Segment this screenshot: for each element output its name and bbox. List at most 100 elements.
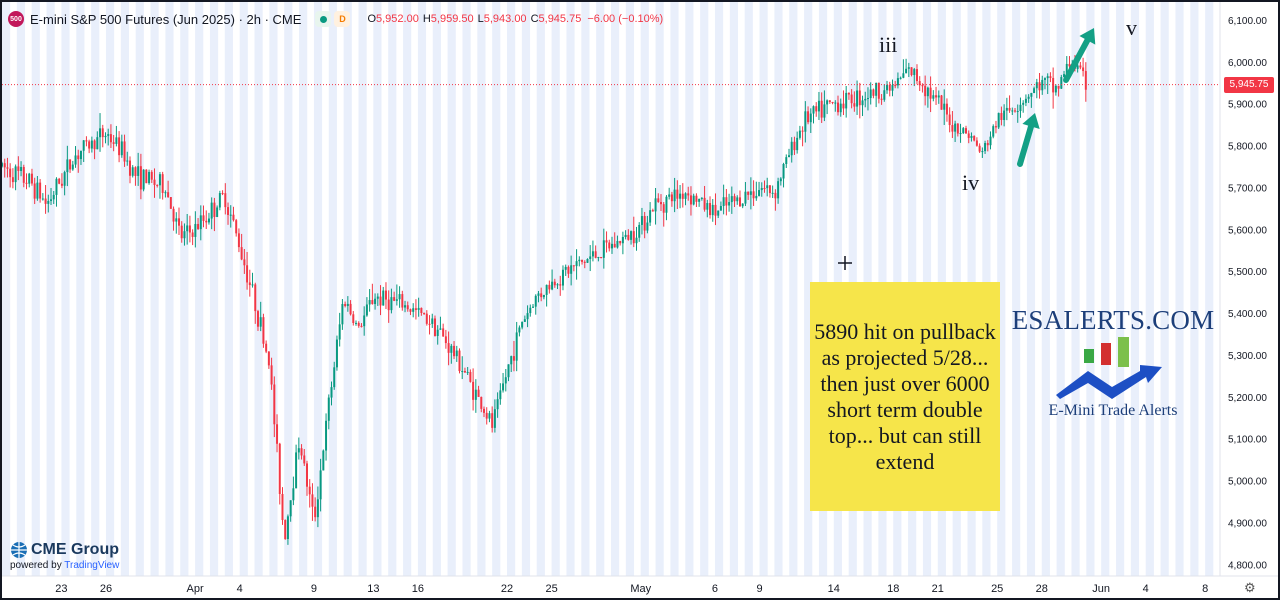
gear-icon[interactable]: ⚙ [1244, 580, 1256, 595]
candle-body [646, 222, 649, 231]
candle-body [30, 173, 33, 184]
session-band [1116, 2, 1125, 576]
candle-body [131, 167, 134, 176]
candle-body [1068, 63, 1071, 67]
candle-body [25, 182, 28, 184]
candle-body [1003, 110, 1006, 120]
x-tick-label: 16 [412, 583, 424, 595]
session-band [729, 2, 738, 576]
x-tick-label: 13 [367, 583, 379, 595]
session-band [343, 2, 352, 576]
candle-body [801, 130, 804, 132]
session-band [180, 2, 189, 576]
candle-body [322, 450, 325, 471]
candle-body [365, 304, 368, 316]
y-tick-label: 5,600.00 [1228, 225, 1267, 236]
session-band [640, 2, 649, 576]
candle-body [158, 174, 161, 186]
delayed-data-badge[interactable]: D [334, 11, 351, 27]
candle-body [210, 202, 213, 219]
session-band [254, 2, 263, 576]
candle-body [621, 236, 624, 244]
candle-body [597, 257, 600, 259]
candle-body [99, 128, 102, 138]
candle-body [262, 317, 265, 344]
x-tick-label: 18 [887, 583, 899, 595]
session-band [804, 2, 813, 576]
brand-name: ESALERTS.COM [1011, 305, 1215, 335]
x-tick-label: 28 [1036, 583, 1048, 595]
session-band [789, 2, 798, 576]
x-tick-label: 9 [311, 583, 317, 595]
x-tick-label: 22 [501, 583, 513, 595]
session-band [670, 2, 679, 576]
candle-body [935, 95, 938, 98]
session-band [714, 2, 724, 576]
candle-body [951, 125, 954, 132]
candle-body [469, 371, 472, 382]
candle-body [420, 307, 423, 314]
candle-body [817, 100, 820, 112]
arrow-up-icon [1063, 28, 1096, 83]
candle-body [393, 297, 396, 301]
session-band [492, 2, 501, 576]
candle-body [499, 390, 502, 400]
candle-body [227, 207, 230, 215]
candle-body [237, 233, 240, 248]
candle-body [965, 128, 968, 134]
candle-body [216, 207, 219, 217]
session-band [61, 2, 70, 576]
candle-body [796, 137, 799, 151]
candle-body [156, 184, 159, 186]
session-band [700, 2, 709, 576]
candle-body [856, 90, 859, 107]
y-tick-label: 5,700.00 [1228, 183, 1267, 194]
x-tick-label: 8 [1202, 583, 1208, 595]
market-status-icon[interactable] [315, 11, 332, 27]
cme-logo[interactable]: CME Group powered by TradingView [10, 541, 120, 571]
candle-body [834, 102, 837, 104]
candle-body [978, 145, 981, 152]
candle-body [537, 293, 540, 296]
candle-body [71, 164, 74, 170]
arrow-shaft [1017, 123, 1035, 167]
candle-body [665, 196, 668, 213]
session-band [16, 2, 26, 576]
candle-body [300, 448, 303, 456]
candle-body [523, 319, 526, 322]
candle-body [363, 315, 366, 327]
session-band [447, 2, 456, 576]
candle-body [357, 322, 360, 326]
y-tick-label: 5,300.00 [1228, 351, 1267, 362]
session-band [1145, 2, 1154, 576]
candle-body [126, 160, 129, 162]
candle-body [654, 198, 657, 212]
candle-body [344, 303, 347, 307]
candle-body [915, 69, 918, 82]
session-band [269, 2, 278, 576]
candle-body [491, 413, 494, 428]
candle-body [542, 294, 545, 298]
candle-body [763, 188, 766, 190]
candle-body [779, 178, 782, 182]
candle-body [240, 247, 243, 260]
candle-body [466, 371, 469, 373]
candle-body [883, 90, 886, 100]
candle-body [259, 317, 262, 327]
symbol-title[interactable]: E-mini S&P 500 Futures (Jun 2025) · 2h ·… [30, 11, 302, 27]
candle-body [412, 308, 415, 312]
candle-body [600, 257, 603, 259]
candle-body [608, 242, 611, 249]
session-band [1086, 2, 1095, 576]
candle-body [333, 367, 336, 388]
candle-body [164, 192, 167, 194]
candle-body [39, 182, 42, 199]
candle-body [984, 143, 987, 152]
candle-body [809, 113, 812, 123]
candle-body [1046, 76, 1049, 79]
ohlc-close: 5,945.75 [538, 13, 582, 25]
chart-header: 500 E-mini S&P 500 Futures (Jun 2025) · … [8, 9, 663, 29]
candle-body [150, 171, 153, 180]
candle-body [858, 90, 861, 106]
